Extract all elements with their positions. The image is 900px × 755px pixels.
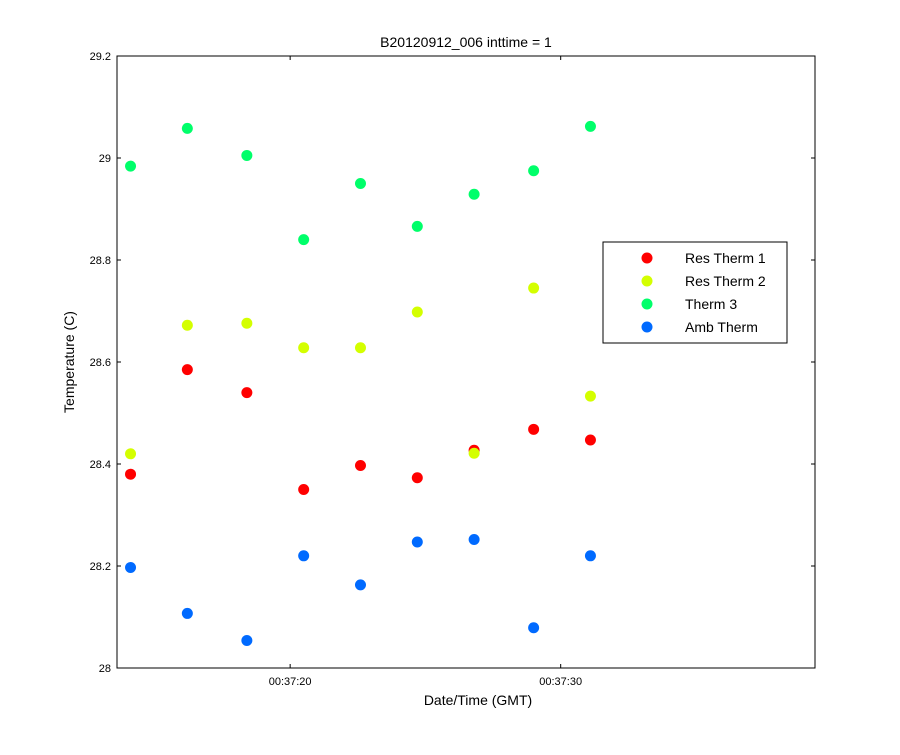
series-3 xyxy=(125,533,596,646)
data-point xyxy=(468,447,480,459)
data-point xyxy=(528,622,540,634)
data-point xyxy=(411,306,423,318)
legend-box xyxy=(602,241,788,344)
data-point xyxy=(411,220,423,232)
data-point xyxy=(181,319,193,331)
legend-marker xyxy=(641,252,653,264)
x-axis-title: Date/Time (GMT) xyxy=(424,692,532,708)
data-point xyxy=(468,188,480,200)
legend-marker xyxy=(641,275,653,287)
legend-label: Amb Therm xyxy=(685,319,758,335)
data-point xyxy=(241,387,253,399)
data-point xyxy=(354,178,366,189)
data-point xyxy=(298,234,310,246)
y-tick-label: 29.2 xyxy=(90,51,111,63)
axes-box xyxy=(116,55,816,669)
y-tick-label: 28.8 xyxy=(90,255,111,267)
data-point xyxy=(298,484,310,495)
y-tick-label: 29 xyxy=(99,153,111,165)
data-point xyxy=(584,434,596,446)
y-tick-label: 28.2 xyxy=(90,561,111,573)
legend-label: Therm 3 xyxy=(685,296,737,312)
y-axis-title: Temperature (C) xyxy=(61,311,77,413)
legend-label: Res Therm 1 xyxy=(685,250,766,266)
legend-marker xyxy=(641,321,653,333)
data-point xyxy=(241,149,253,161)
data-point xyxy=(298,550,310,562)
series-2 xyxy=(125,120,596,246)
data-point xyxy=(354,579,366,591)
data-point xyxy=(584,120,596,132)
legend: Res Therm 1 Res Therm 2 Therm 3 Amb Therm xyxy=(602,241,788,344)
legend-label: Res Therm 2 xyxy=(685,273,766,289)
axis-ticks: 28 28.2 28.4 28.6 28.8 29 29.2 00:37:20 00:37:30 xyxy=(90,51,815,688)
data-point xyxy=(125,562,137,574)
data-point xyxy=(181,364,193,376)
data-point xyxy=(528,423,540,435)
data-point xyxy=(181,122,193,134)
data-point xyxy=(584,550,596,562)
data-point xyxy=(298,342,310,354)
y-tick-label: 28.6 xyxy=(90,357,111,369)
data-point xyxy=(354,342,366,354)
x-tick-label: 00:37:20 xyxy=(269,676,312,688)
series-0 xyxy=(125,364,596,495)
data-point xyxy=(528,165,540,177)
y-tick-label: 28.4 xyxy=(90,459,111,471)
data-point xyxy=(125,448,137,460)
legend-marker xyxy=(641,298,653,310)
data-point xyxy=(241,317,253,329)
data-point xyxy=(241,634,253,646)
data-point xyxy=(411,472,423,484)
data-point xyxy=(468,533,480,545)
chart-title: B20120912_006 inttime = 1 xyxy=(380,34,552,50)
data-point xyxy=(584,390,596,402)
data-points xyxy=(125,120,596,646)
data-point xyxy=(528,282,540,294)
data-point xyxy=(354,460,366,472)
series-1 xyxy=(125,282,596,460)
data-point xyxy=(125,468,137,480)
data-point xyxy=(411,536,423,548)
y-tick-label: 28 xyxy=(99,663,111,675)
data-point xyxy=(181,607,193,619)
data-point xyxy=(125,160,137,172)
x-tick-label: 00:37:30 xyxy=(539,676,582,688)
